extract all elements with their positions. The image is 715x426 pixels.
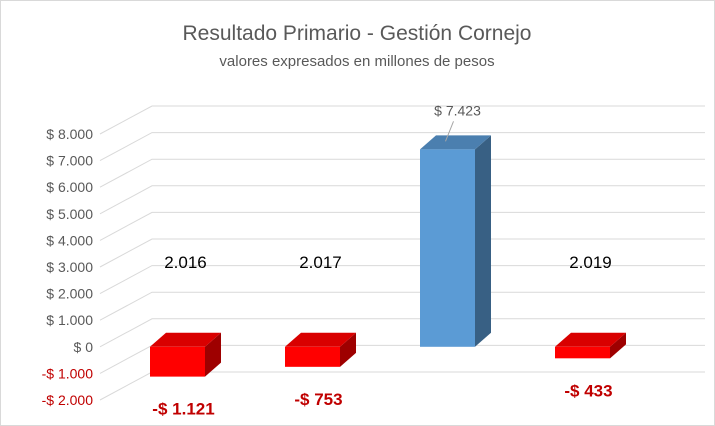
bar-2.019: [555, 332, 626, 359]
gridline: [99, 211, 705, 241]
data-label: -$ 1.121: [152, 400, 214, 419]
bar-front: [420, 149, 475, 347]
y-tick-label: $ 7.000: [46, 153, 93, 169]
bar-side: [475, 135, 491, 347]
bar-top: [285, 332, 356, 347]
bars: [150, 135, 626, 377]
gridline: [99, 318, 705, 348]
y-tick-label: -$ 1.000: [42, 365, 94, 381]
bar-side: [610, 332, 626, 359]
bar-front: [555, 346, 610, 359]
bar-top: [555, 332, 626, 347]
category-label: 2.017: [299, 253, 342, 272]
chart-subtitle: valores expresados en millones de pesos: [219, 53, 494, 70]
data-label: $ 7.423: [434, 102, 481, 118]
bar-2.018: [420, 135, 491, 347]
gridline: [99, 132, 705, 162]
y-tick-label: $ 2.000: [46, 286, 93, 302]
gridline: [99, 265, 705, 295]
category-label: 2.019: [569, 253, 612, 272]
y-tick-label: $ 4.000: [46, 232, 93, 248]
data-label: -$ 753: [294, 390, 342, 409]
y-tick-label: $ 6.000: [46, 179, 93, 195]
y-tick-label: $ 1.000: [46, 312, 93, 328]
bar-2.016: [150, 332, 221, 377]
data-label: -$ 433: [564, 381, 612, 400]
y-tick-label: $ 8.000: [46, 126, 93, 142]
data-labels: -$ 1.121 -$ 753 $ 7.423 -$ 433: [152, 102, 612, 418]
bar-front: [150, 346, 205, 377]
bar-top: [420, 135, 491, 150]
y-tick-label: -$ 2.000: [42, 392, 94, 408]
y-axis-ticks: $ 8.000 $ 7.000 $ 6.000 $ 5.000 $ 4.000 $ 3.0…: [42, 126, 94, 408]
bar-front: [285, 346, 340, 367]
y-tick-label: $ 0: [74, 339, 94, 355]
bar-top: [150, 332, 221, 347]
gridline: [99, 185, 705, 215]
y-tick-label: $ 3.000: [46, 259, 93, 275]
data-label-leader: [445, 121, 454, 142]
gridline: [99, 291, 705, 321]
gridline: [99, 238, 705, 268]
bar-side: [340, 332, 356, 367]
gridline: [99, 105, 705, 135]
bar-2.017: [285, 332, 356, 367]
y-tick-label: $ 5.000: [46, 206, 93, 222]
bar-side: [205, 332, 221, 377]
category-label: 2.016: [164, 253, 207, 272]
gridline: [99, 158, 705, 188]
chart-title: Resultado Primario - Gestión Cornejo: [183, 22, 532, 45]
